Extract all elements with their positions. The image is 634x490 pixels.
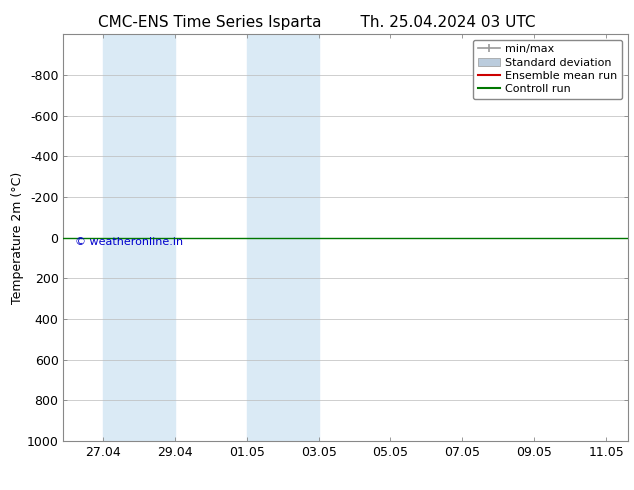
Bar — [247, 34, 318, 441]
Text: CMC-ENS Time Series Isparta        Th. 25.04.2024 03 UTC: CMC-ENS Time Series Isparta Th. 25.04.20… — [98, 15, 536, 30]
Text: © weatheronline.in: © weatheronline.in — [75, 237, 183, 247]
Bar — [103, 34, 175, 441]
Legend: min/max, Standard deviation, Ensemble mean run, Controll run: min/max, Standard deviation, Ensemble me… — [473, 40, 622, 99]
Y-axis label: Temperature 2m (°C): Temperature 2m (°C) — [11, 172, 24, 304]
